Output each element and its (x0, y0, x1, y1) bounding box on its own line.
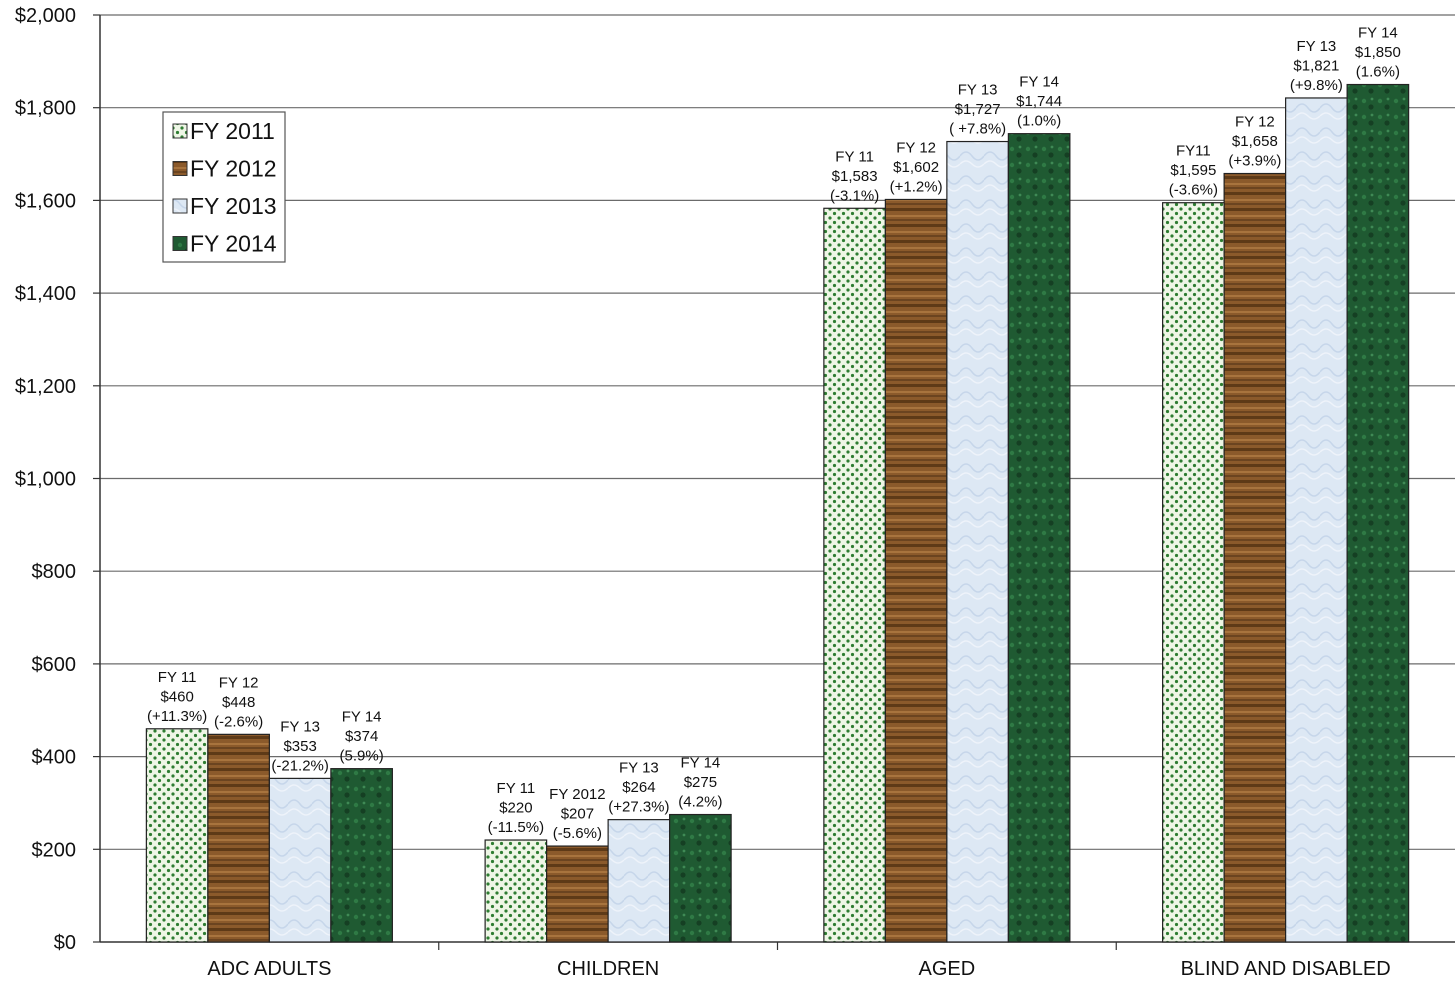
data-label: FY 12 $448 (-2.6%) (214, 674, 263, 730)
bar-fy-2014 (330, 768, 393, 943)
legend: FY 2011 FY 2012 FY 2013 FY 2014 (162, 111, 286, 263)
data-label: FY 12 $1,602 (+1.2%) (890, 139, 943, 195)
legend-swatch (172, 236, 188, 251)
y-tick-label: $200 (32, 839, 77, 861)
bar-fy-2012 (207, 733, 270, 943)
y-tick-label: $1,800 (15, 98, 76, 120)
legend-label: FY 2012 (190, 156, 277, 182)
bar-fy-2011 (484, 839, 548, 943)
data-label: FY 14 $374 (5.9%) (340, 709, 384, 765)
gridlines (100, 14, 1455, 850)
data-label: FY 14 $1,744 (1.0%) (1016, 74, 1062, 130)
data-label: FY 13 $264 (+27.3%) (608, 760, 669, 816)
data-label: FY 11 $220 (-11.5%) (488, 780, 544, 836)
bar-fy-2012 (546, 845, 609, 943)
bar-fy-2014 (669, 813, 732, 943)
legend-label: FY 2011 (190, 118, 275, 144)
legend-swatch (172, 123, 188, 139)
y-tick-label: $1,600 (15, 190, 76, 212)
data-label: FY 11 $460 (+11.3%) (147, 669, 207, 725)
legend-swatch (172, 198, 188, 214)
bar-fy-2011 (145, 728, 209, 943)
bar-fy-2013 (1285, 97, 1348, 943)
bar-fy-2014 (1007, 133, 1071, 943)
bar-fy-2013 (607, 819, 671, 943)
y-tick-label: $600 (32, 654, 77, 676)
data-label: FY11 $1,595 (-3.6%) (1169, 143, 1218, 199)
x-category-label: CHILDREN (557, 958, 659, 980)
data-label: FY 14 $1,850 (1.6%) (1355, 25, 1401, 81)
bar-fy-2011 (823, 207, 886, 943)
y-tick-label: $400 (32, 747, 77, 769)
axes: $0 $200 $400 $600 $800 $1,000 $1,200 $1,400 $1,6… (15, 5, 1455, 980)
y-tick-label: $1,000 (15, 469, 76, 491)
data-label: FY 13 $1,727( +7.8%) (949, 82, 1006, 138)
x-category-label: ADC ADULTS (207, 958, 331, 980)
legend-swatch (172, 161, 188, 176)
bars (145, 83, 1410, 943)
data-label: FY 11 $1,583 (-3.1%) (830, 148, 879, 204)
bar-fy-2013 (946, 140, 1009, 943)
data-labels: FY 11 $460 (+11.3%)FY 12 $448 (-2.6%) FY 13 $3… (147, 25, 1401, 843)
bar-fy-2012 (884, 198, 948, 943)
y-tick-label: $1,400 (15, 283, 76, 305)
legend-label: FY 2013 (190, 193, 277, 219)
y-tick-label: $0 (54, 932, 76, 954)
data-label: FY 13 $1,821 (+9.8%) (1290, 38, 1343, 94)
x-category-label: BLIND AND DISABLED (1181, 958, 1391, 980)
bar-fy-2012 (1223, 172, 1287, 943)
data-label: FY 14 $275 (4.2%) (678, 755, 722, 811)
y-tick-label: $2,000 (15, 5, 76, 27)
x-category-label: AGED (919, 958, 976, 980)
bar-fy-2011 (1162, 202, 1225, 943)
y-tick-label: $800 (32, 561, 77, 583)
data-label: FY 13 $353 (-21.2%) (271, 718, 329, 774)
legend-label: FY 2014 (190, 231, 277, 257)
bar-fy-2013 (268, 777, 332, 943)
y-tick-label: $1,200 (15, 376, 76, 398)
bar-fy-2014 (1346, 83, 1410, 943)
data-label: FY 12 $1,658 (+3.9%) (1228, 114, 1281, 170)
data-label: FY 2012 $207 (-5.6%) (549, 786, 605, 842)
